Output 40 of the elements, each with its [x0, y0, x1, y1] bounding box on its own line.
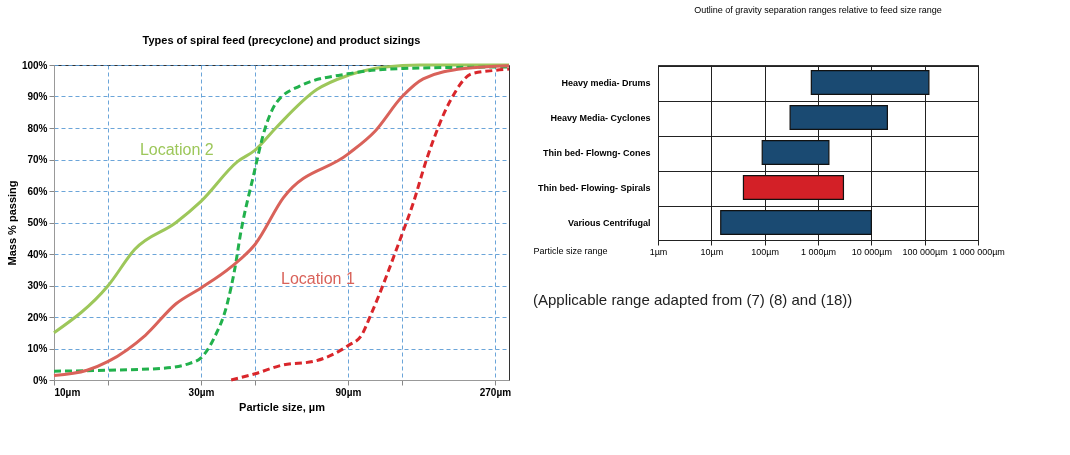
x-tick-label: 30µm — [188, 386, 215, 398]
y-tick-label: Thin bed- Flowng- Cones — [543, 147, 651, 158]
y-tick-label: 50% — [27, 217, 48, 228]
x-tick-label: 100 000µm — [902, 246, 948, 257]
x-tick-label: 270µm — [479, 386, 512, 398]
y-tick-label: Heavy Media- Cyclones — [550, 112, 651, 123]
chart-title: Outline of gravity separation ranges relative to feed size range — [694, 5, 942, 15]
y-tick-label: 60% — [27, 185, 48, 197]
bar — [810, 70, 930, 95]
y-tick-label: 10% — [27, 343, 48, 354]
x-axis-title: Particle size range — [533, 245, 608, 256]
x-tick-label: 10 000µm — [851, 246, 892, 257]
chart-title: Types of spiral feed (precyclone) and product sizings — [142, 34, 421, 46]
y-tick-label: 80% — [27, 122, 48, 134]
y-tick-label: 90% — [27, 91, 48, 102]
x-tick-label: 10µm — [700, 246, 724, 257]
bar — [761, 140, 830, 165]
y-axis-title: Mass % passing — [5, 180, 18, 266]
bar — [720, 210, 872, 235]
x-tick-label: 1 000 000µm — [952, 246, 1005, 257]
x-tick-label: 1µm — [649, 246, 668, 257]
y-tick-label: Various Centrifugal — [567, 217, 651, 228]
y-tick-label: 100% — [21, 59, 48, 71]
x-tick-label: 10µm — [54, 386, 81, 398]
annotation: Location 2 — [139, 141, 214, 159]
y-tick-label: 0% — [33, 374, 48, 386]
x-tick-label: 100µm — [751, 246, 780, 257]
y-tick-label: 40% — [27, 248, 48, 260]
bar — [789, 105, 888, 130]
y-tick-label: Heavy media- Drums — [561, 77, 651, 88]
bar — [742, 175, 845, 200]
y-tick-label: 20% — [27, 311, 48, 323]
x-axis-title: Particle size, µm — [239, 400, 326, 413]
x-tick-label: 90µm — [335, 386, 362, 398]
y-tick-label: 70% — [27, 154, 48, 165]
x-tick-label: 1 000µm — [800, 246, 837, 257]
text: (Applicable range adapted from (7) (8) and (18)) — [533, 291, 853, 308]
annotation: Location 1 — [280, 270, 355, 288]
y-tick-label: Thin bed- Flowing- Spirals — [538, 182, 651, 193]
y-tick-label: 30% — [27, 280, 48, 291]
